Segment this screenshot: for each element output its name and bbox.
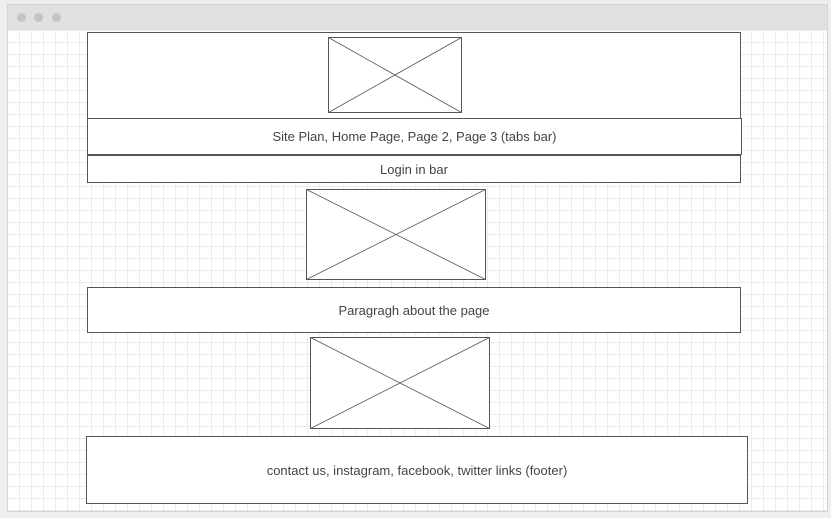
minimize-dot-icon[interactable] <box>34 13 43 22</box>
content-image-placeholder-2 <box>310 337 490 429</box>
login-bar: Login in bar <box>87 155 741 183</box>
image-placeholder-icon <box>328 37 462 113</box>
paragraph-box: Paragragh about the page <box>87 287 741 333</box>
maximize-dot-icon[interactable] <box>52 13 61 22</box>
login-bar-label: Login in bar <box>380 161 448 177</box>
close-dot-icon[interactable] <box>17 13 26 22</box>
tabs-bar-label: Site Plan, Home Page, Page 2, Page 3 (ta… <box>272 129 557 144</box>
footer-label: contact us, instagram, facebook, twitter… <box>266 462 568 478</box>
wireframe-canvas: Site Plan, Home Page, Page 2, Page 3 (ta… <box>8 30 827 511</box>
browser-window: Site Plan, Home Page, Page 2, Page 3 (ta… <box>7 4 828 512</box>
image-placeholder-icon <box>310 337 490 429</box>
content-image-placeholder-1 <box>306 189 486 280</box>
image-placeholder-icon <box>306 189 486 280</box>
header-image-placeholder <box>328 37 462 113</box>
footer-box: contact us, instagram, facebook, twitter… <box>86 436 748 504</box>
tabs-bar: Site Plan, Home Page, Page 2, Page 3 (ta… <box>87 118 742 155</box>
window-titlebar <box>8 5 827 30</box>
paragraph-label: Paragragh about the page <box>338 302 490 318</box>
